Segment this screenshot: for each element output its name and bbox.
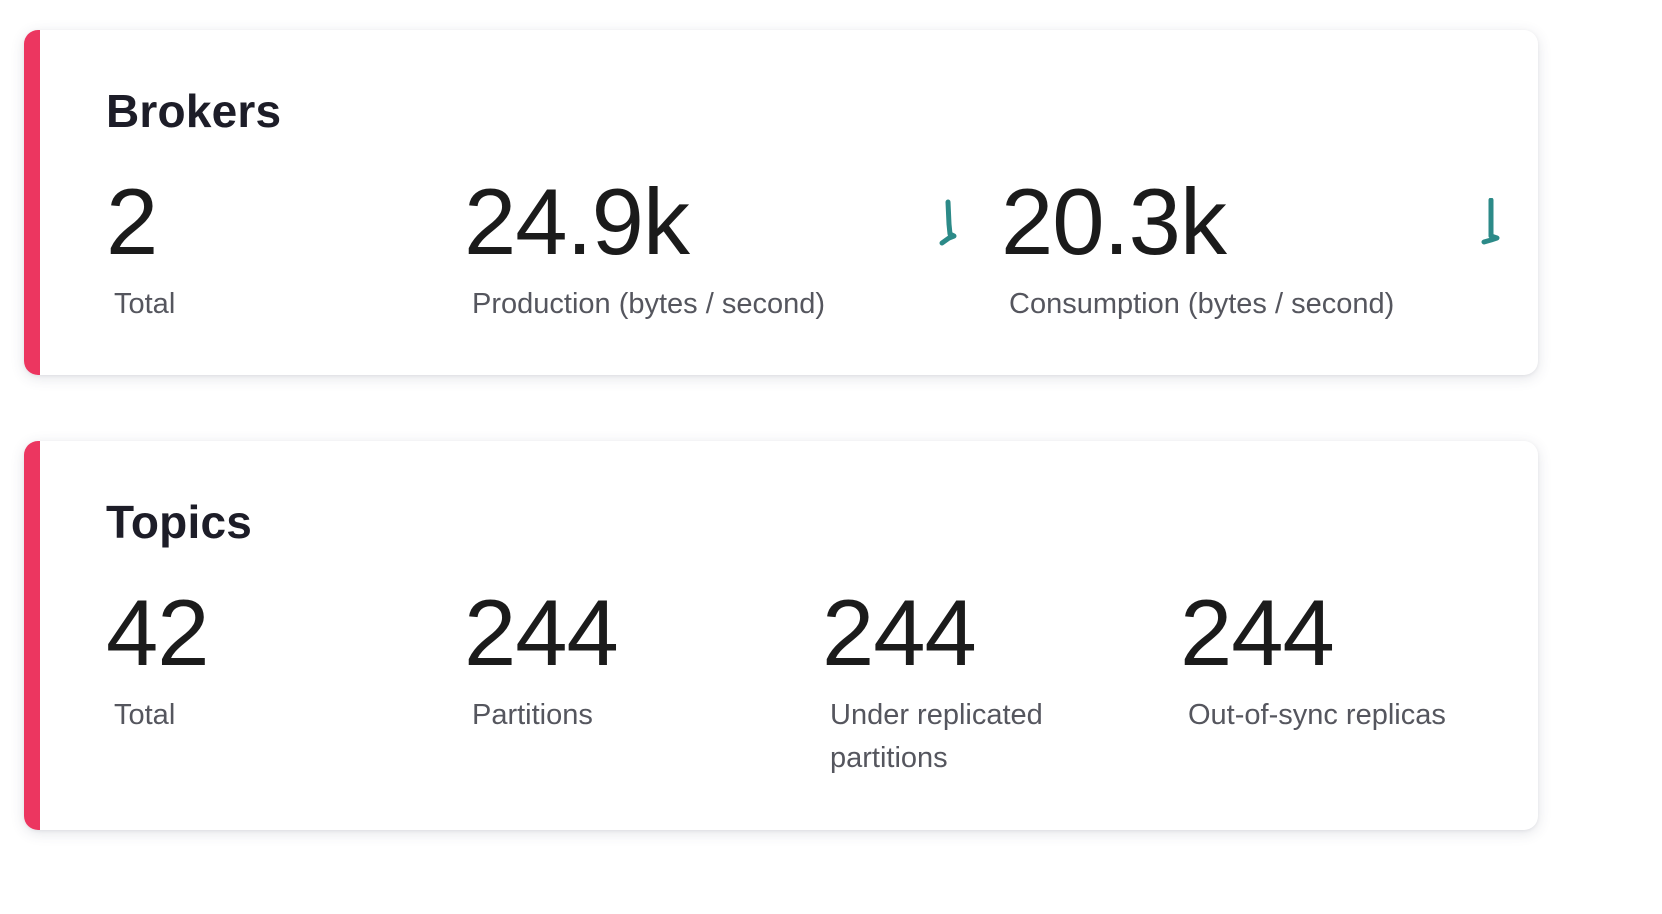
under-replicated-label: Under replicated partitions [830, 699, 1043, 774]
out-of-sync-label: Out-of-sync replicas [1188, 699, 1446, 731]
card-accent-bar [24, 441, 40, 830]
out-of-sync-value: 244 [1180, 580, 1335, 685]
production-metric: 24.9k Production (bytes / second) [464, 175, 825, 326]
card-accent-bar [24, 30, 40, 375]
production-label: Production (bytes / second) [472, 288, 826, 320]
consumption-metric: 20.3k Consumption (bytes / second) [1001, 175, 1394, 326]
out-of-sync-metric: 244 Out-of-sync replicas [1180, 586, 1446, 737]
production-sparkline-icon [939, 199, 957, 246]
consumption-label: Consumption (bytes / second) [1009, 288, 1395, 320]
partitions-metric: 244 Partitions [464, 580, 619, 737]
brokers-total-label: Total [114, 288, 176, 320]
topics-total-metric: 42 Total [106, 580, 210, 737]
topics-total-label: Total [114, 699, 176, 731]
partitions-value: 244 [464, 580, 619, 685]
topics-total-value: 42 [106, 580, 210, 685]
consumption-value: 20.3k [1001, 169, 1227, 274]
topics-title: Topics [106, 496, 253, 548]
consumption-sparkline-icon [1481, 198, 1500, 245]
brokers-title: Brokers [106, 85, 282, 137]
under-replicated-value: 244 [822, 580, 977, 685]
under-replicated-metric: 244 Under replicated partitions [822, 586, 1122, 780]
brokers-total-metric: 2 Total [106, 175, 175, 326]
production-value: 24.9k [464, 169, 690, 274]
topics-card: Topics 42 Total 244 Partitions 244 Under… [24, 441, 1538, 830]
brokers-card: Brokers 2 Total 24.9k Production (bytes … [24, 30, 1538, 375]
brokers-total-value: 2 [106, 169, 158, 274]
partitions-label: Partitions [472, 699, 593, 731]
